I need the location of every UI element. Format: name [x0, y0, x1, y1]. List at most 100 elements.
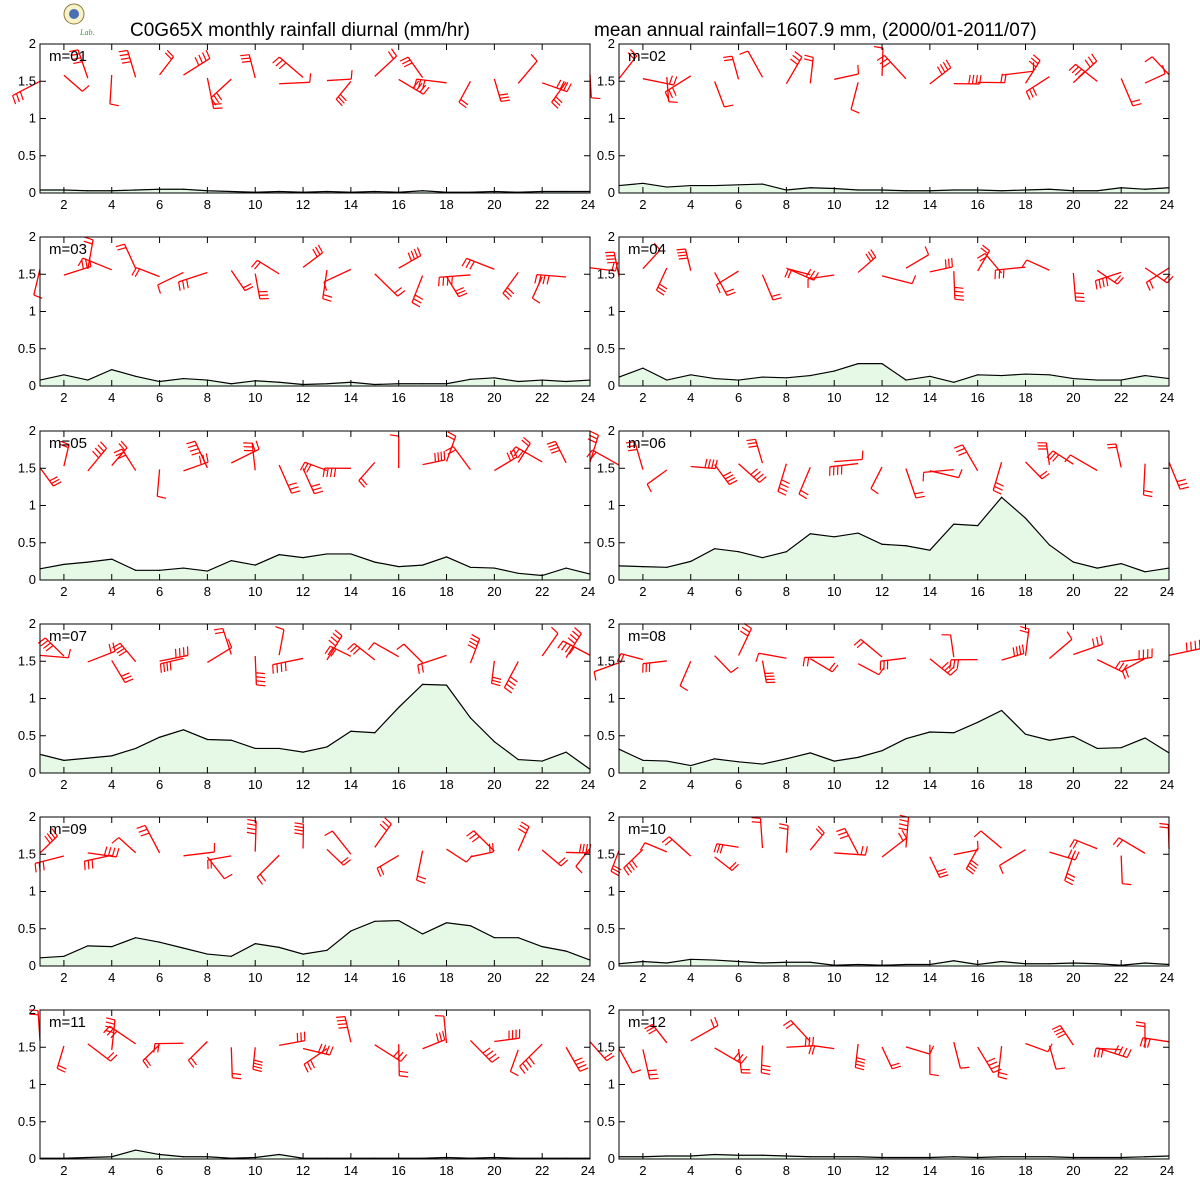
x-tick-label: 14	[344, 197, 358, 212]
wind-barb-feather	[138, 828, 148, 833]
wind-barb-staff	[254, 273, 261, 300]
wind-barb	[87, 846, 120, 858]
wind-barb	[502, 272, 519, 301]
wind-barb-feather	[350, 645, 358, 653]
wind-barb	[109, 74, 119, 107]
wind-barb-feather	[578, 843, 582, 853]
wind-barb-feather	[1135, 1024, 1146, 1028]
data-point	[809, 187, 811, 189]
wind-barb-feather	[403, 62, 413, 68]
wind-barb-feather	[84, 236, 94, 241]
wind-barb-staff	[87, 447, 108, 472]
wind-barb-feather	[1087, 56, 1094, 65]
x-tick-label: 14	[923, 1163, 937, 1178]
x-tick-label: 22	[535, 197, 549, 212]
wind-barb-feather	[1116, 277, 1124, 285]
wind-barb-feather	[435, 1033, 440, 1043]
wind-barb-feather	[512, 448, 518, 458]
wind-barb-staff	[760, 1045, 764, 1073]
wind-barb-staff	[589, 1041, 608, 1062]
wind-barb-feather	[213, 107, 223, 110]
wind-barb-feather	[471, 634, 480, 640]
wind-barb-staff	[881, 1046, 893, 1070]
wind-barb-staff	[416, 78, 447, 84]
wind-barb	[445, 446, 471, 470]
wind-barb-feather	[507, 679, 516, 687]
data-point	[565, 950, 567, 952]
wind-barb-feather	[1030, 57, 1039, 65]
wind-barb-feather	[118, 650, 127, 657]
wind-barb	[953, 1041, 970, 1069]
wind-barb-feather	[121, 61, 132, 64]
x-tick-label: 16	[391, 970, 405, 985]
wind-barb	[714, 464, 738, 486]
x-tick-label: 2	[639, 1163, 646, 1178]
wind-barb-feather	[668, 75, 674, 85]
x-tick-label: 14	[344, 1163, 358, 1178]
data-point	[565, 190, 567, 193]
wind-barb-feather	[1021, 259, 1028, 268]
data-point	[1001, 190, 1003, 192]
x-tick-label: 6	[156, 197, 163, 212]
wind-barb-staff	[144, 825, 161, 854]
wind-barb-feather	[798, 493, 808, 500]
x-tick-label: 4	[108, 584, 115, 599]
x-tick-label: 8	[783, 390, 790, 405]
data-point	[1120, 747, 1122, 749]
area-fill	[40, 553, 590, 580]
wind-barb-feather	[968, 74, 971, 84]
wind-barb	[461, 257, 495, 270]
wind-barb-staff	[331, 830, 352, 855]
x-tick-label: 22	[535, 584, 549, 599]
wind-barb-feather	[413, 78, 418, 88]
wind-barb-feather	[714, 459, 718, 469]
wind-barb-feather	[1176, 478, 1186, 483]
wind-barb-feather	[513, 448, 520, 457]
wind-barb	[834, 450, 864, 463]
data-point	[278, 747, 280, 750]
wind-barb-feather	[153, 1043, 156, 1053]
x-tick-label: 12	[296, 584, 310, 599]
x-tick-label: 6	[735, 970, 742, 985]
wind-barb-feather	[330, 648, 337, 657]
data-point	[517, 572, 519, 574]
wind-barb	[953, 74, 982, 85]
wind-barb-feather	[947, 258, 950, 268]
wind-barb-feather	[492, 676, 502, 680]
wind-barb-feather	[422, 80, 426, 90]
wind-barb-staff	[881, 837, 907, 858]
wind-barb-feather	[327, 647, 334, 656]
wind-barb-feather	[482, 1047, 491, 1054]
wind-barb-feather	[671, 87, 677, 96]
wind-barb-feather	[499, 93, 509, 96]
wind-barb-feather	[1021, 644, 1025, 654]
wind-barb-staff	[623, 848, 644, 869]
panel-m-03: 00.511.522 4 6 8 10 12 14 16 18 20 22 24m=03	[18, 229, 619, 405]
x-tick-label: 2	[639, 197, 646, 212]
wind-barb-feather	[400, 1054, 408, 1062]
wind-barb-feather	[469, 261, 475, 270]
wind-barb	[1072, 272, 1085, 302]
wind-barb-feather	[434, 452, 437, 462]
wind-barb	[644, 1023, 668, 1044]
wind-barb-feather	[740, 1056, 748, 1064]
wind-barb-feather	[649, 1077, 659, 1080]
wind-barb-feather	[15, 93, 20, 103]
wind-barb-feather	[1064, 880, 1073, 886]
wind-barb-feather	[1124, 668, 1130, 678]
wind-barb	[490, 660, 502, 687]
wind-barb	[973, 830, 1003, 849]
data-point	[111, 946, 113, 948]
x-tick-label: 8	[783, 197, 790, 212]
data-point	[1048, 739, 1051, 741]
data-point	[857, 189, 859, 191]
x-tick-label: 18	[1018, 777, 1032, 792]
x-tick-label: 14	[923, 584, 937, 599]
y-tick-label: 0	[29, 378, 36, 393]
wind-barb-feather	[240, 54, 250, 57]
x-tick-label: 14	[923, 970, 937, 985]
data-point	[182, 729, 185, 731]
wind-barb	[159, 646, 189, 662]
wind-barb	[422, 450, 446, 466]
